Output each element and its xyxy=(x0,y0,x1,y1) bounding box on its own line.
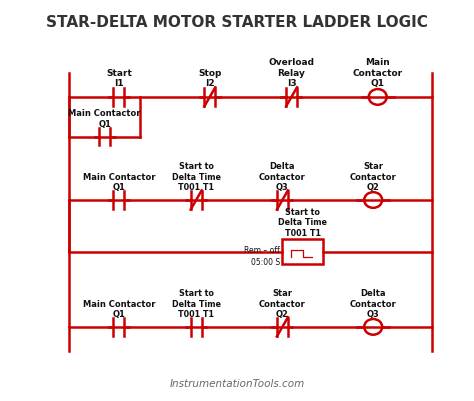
Text: Main
Contactor
Q1: Main Contactor Q1 xyxy=(353,58,403,88)
Text: Main Contactor
Q1: Main Contactor Q1 xyxy=(68,109,141,129)
Text: Main Contactor
Q1: Main Contactor Q1 xyxy=(83,172,155,192)
Text: Start
I1: Start I1 xyxy=(106,69,132,88)
Text: Star
Contactor
Q2: Star Contactor Q2 xyxy=(259,289,306,318)
Text: Star
Contactor
Q2: Star Contactor Q2 xyxy=(350,162,397,192)
Bar xyxy=(283,239,323,265)
Text: Delta
Contactor
Q3: Delta Contactor Q3 xyxy=(259,162,306,192)
Text: Start to
Delta Time
T001 T1: Start to Delta Time T001 T1 xyxy=(172,289,221,318)
Text: Start to
Delta Time
T001 T1: Start to Delta Time T001 T1 xyxy=(172,162,221,192)
Text: Start to
Delta Time
T001 T1: Start to Delta Time T001 T1 xyxy=(278,207,328,237)
Text: STAR-DELTA MOTOR STARTER LADDER LOGIC: STAR-DELTA MOTOR STARTER LADDER LOGIC xyxy=(46,14,428,30)
Text: Main Contactor
Q1: Main Contactor Q1 xyxy=(83,299,155,318)
Text: Stop
I2: Stop I2 xyxy=(198,69,221,88)
Text: InstrumentationTools.com: InstrumentationTools.com xyxy=(169,379,305,388)
Text: Delta
Contactor
Q3: Delta Contactor Q3 xyxy=(350,289,397,318)
Text: Rem – off
05:00 S: Rem – off 05:00 S xyxy=(245,246,280,266)
Text: Overload
Relay
I3: Overload Relay I3 xyxy=(268,58,314,88)
